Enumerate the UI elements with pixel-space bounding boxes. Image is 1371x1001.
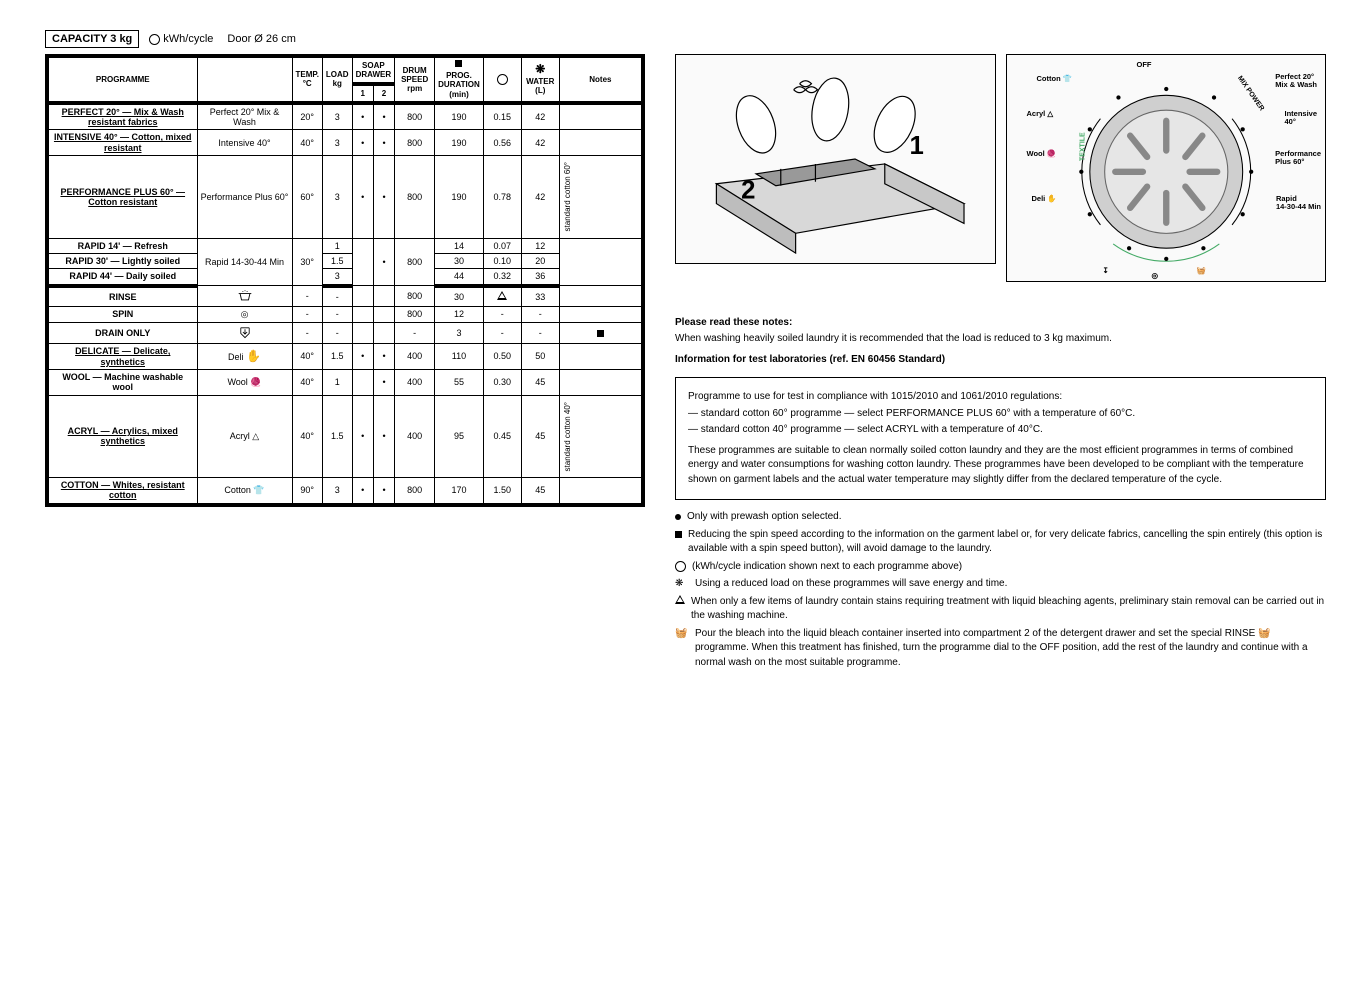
spin-icon: ◎ xyxy=(197,307,292,322)
flower-icon: ❋ xyxy=(535,62,545,76)
programme-dial-diagram: OFF Cotton 👕 Acryl △ Wool 🧶 Deli ✋ Perfe… xyxy=(1006,54,1327,282)
th-water: ❋WATER (L) xyxy=(521,56,559,103)
capacity-box: CAPACITY 3 kg xyxy=(45,30,139,48)
open-circle-icon xyxy=(675,561,686,572)
th-detergent-1: 1 xyxy=(352,84,373,102)
energy-icon xyxy=(149,34,160,45)
wool-icon: 🧶 xyxy=(250,377,261,387)
th-duration: PROG. DURATION (min) xyxy=(435,56,484,103)
programme-table: PROGRAMME TEMP. °C LOAD kg SOAP DRAWER D… xyxy=(45,54,645,507)
basket-icon: 🧺 xyxy=(675,627,689,642)
compliance-box: Programme to use for test in compliance … xyxy=(675,377,1326,500)
square-icon xyxy=(675,531,682,538)
th-detergent-2: 2 xyxy=(373,84,394,102)
drain-icon xyxy=(197,322,292,343)
detergent-drawer-diagram: 1 2 xyxy=(675,54,996,264)
th-detergent: SOAP DRAWER xyxy=(352,56,395,84)
th-energy xyxy=(483,56,521,103)
th-temp: TEMP. °C xyxy=(292,56,322,103)
notes-heading: Please read these notes: xyxy=(675,316,1326,331)
spec-bar: CAPACITY 3 kg kWh/cycle Door Ø 26 cm xyxy=(45,30,1326,48)
drawer-label-2: 2 xyxy=(741,177,755,205)
th-load: LOAD kg xyxy=(322,56,352,103)
th-notes: Notes xyxy=(559,56,643,103)
rinse-icon xyxy=(197,286,292,307)
flower-icon: ❋ xyxy=(675,577,689,592)
door-label: Door Ø 26 cm xyxy=(227,33,295,45)
th-programme: PROGRAMME xyxy=(47,56,197,103)
shirt-icon: 👕 xyxy=(253,485,264,495)
notes-section: Please read these notes: When washing he… xyxy=(675,308,1326,674)
th-speed: DRUM SPEED rpm xyxy=(395,56,435,103)
energy-label: kWh/cycle xyxy=(163,33,213,45)
row-perfect20: PERFECT 20° — Mix & Wash resistant fabri… xyxy=(47,103,197,130)
hand-icon: ✋ xyxy=(246,349,261,363)
triangle-icon xyxy=(497,291,507,300)
triangle-icon: △ xyxy=(252,431,259,441)
bullet-icon xyxy=(675,514,681,520)
triangle-icon xyxy=(675,595,685,604)
drawer-label-1: 1 xyxy=(910,132,924,160)
